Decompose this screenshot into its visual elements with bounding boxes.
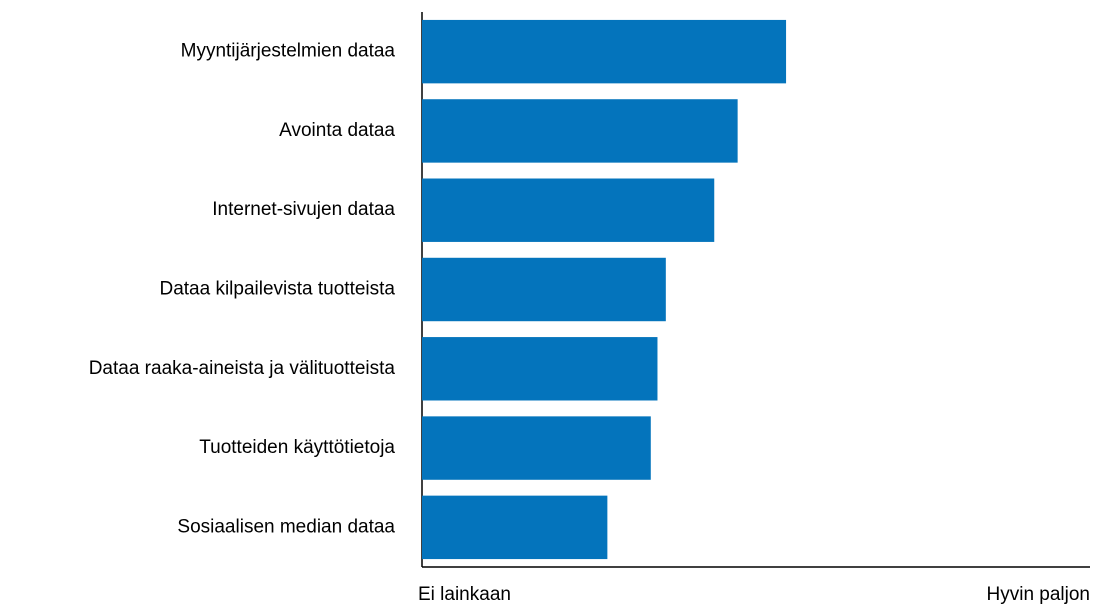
- bar: [422, 99, 738, 163]
- y-tick-label: Internet-sivujen dataa: [212, 199, 395, 220]
- bar: [422, 495, 608, 560]
- bar: [422, 416, 651, 480]
- bar: [422, 257, 666, 322]
- x-tick-label: Hyvin paljon: [987, 584, 1091, 605]
- bar: [422, 19, 787, 84]
- bar: [422, 178, 715, 242]
- y-tick-label: Tuotteiden käyttötietoja: [199, 437, 395, 458]
- y-tick-label: Avointa dataa: [279, 120, 395, 141]
- y-tick-label: Dataa raaka-aineista ja välituotteista: [89, 358, 396, 379]
- x-tick-label: Ei lainkaan: [418, 584, 511, 605]
- y-tick-label: Sosiaalisen median dataa: [177, 516, 395, 537]
- y-tick-label: Dataa kilpailevista tuotteista: [159, 279, 395, 300]
- bar: [422, 337, 658, 401]
- y-tick-label: Myyntijärjestelmien dataa: [181, 41, 396, 62]
